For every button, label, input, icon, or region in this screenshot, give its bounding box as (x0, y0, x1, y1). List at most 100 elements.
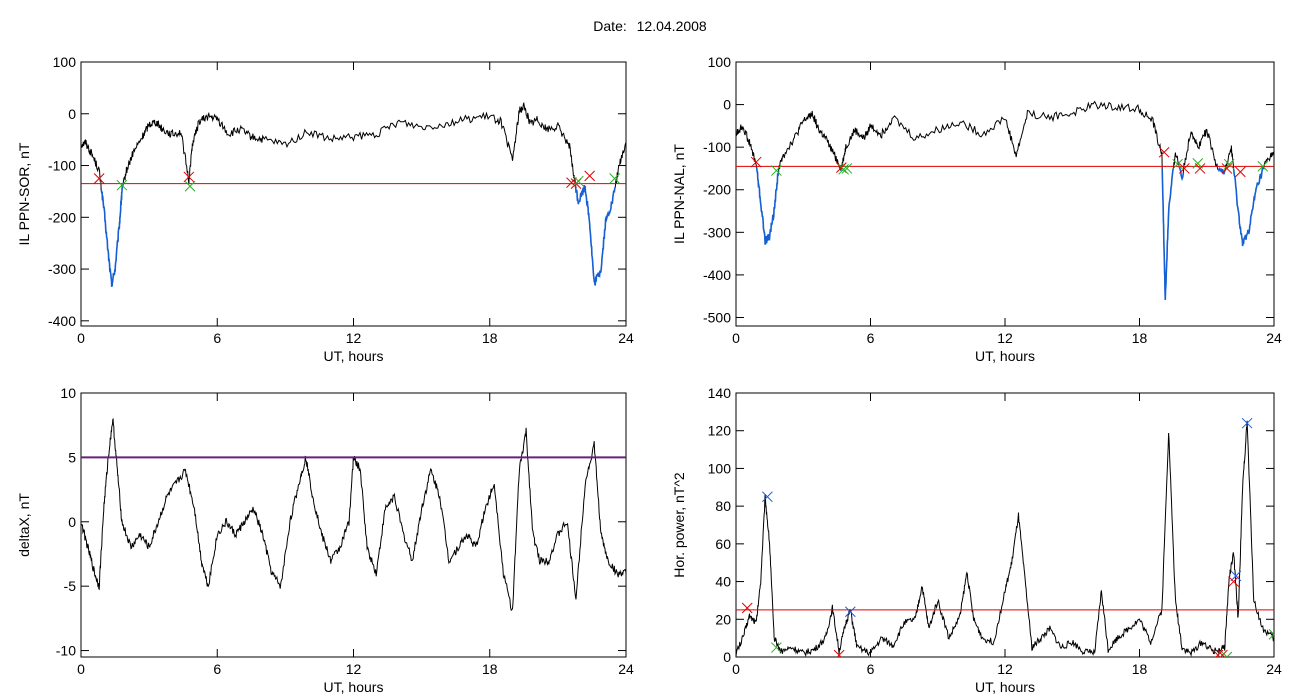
marker-red (93, 173, 105, 184)
y-tick-label: -10 (56, 643, 76, 659)
y-tick-label: -300 (703, 224, 731, 240)
y-tick-label: -200 (703, 182, 731, 198)
x-tick-label: 18 (1132, 661, 1148, 677)
series-line (81, 101, 626, 287)
marker-green (1268, 629, 1274, 640)
y-tick-label: 60 (715, 536, 731, 552)
x-axis-label: UT, hours (324, 679, 384, 695)
marker-green (609, 173, 620, 184)
date-value: 12.04.2008 (636, 18, 707, 34)
marker-green (838, 163, 849, 175)
marker-green (770, 642, 782, 653)
y-tick-label: 5 (68, 449, 76, 465)
below-threshold-segment (755, 166, 780, 245)
y-tick-label: 0 (68, 106, 76, 122)
marker-green (1223, 158, 1235, 170)
x-tick-label: 24 (618, 661, 634, 677)
y-tick-label: 100 (708, 460, 732, 476)
below-threshold-segment (574, 184, 617, 286)
data-layer (81, 418, 626, 612)
series-line (81, 418, 626, 612)
x-tick-label: 0 (77, 661, 85, 677)
data-layer (81, 101, 626, 287)
x-tick-label: 6 (213, 330, 221, 346)
page-title: Date: 12.04.2008 (0, 18, 1300, 34)
marker-red (566, 177, 577, 188)
x-axis-label: UT, hours (975, 679, 1035, 695)
plot-frame (80, 392, 627, 658)
marker-red (584, 170, 596, 182)
x-axis-label: UT, hours (324, 348, 384, 364)
x-axis-label: UT, hours (975, 348, 1035, 364)
marker-green (1172, 158, 1183, 170)
y-tick-label: -400 (48, 313, 76, 329)
x-tick-label: 12 (997, 330, 1013, 346)
data-layer (736, 100, 1274, 301)
y-tick-label: 0 (723, 97, 731, 113)
chart-panel-4: 0 6 12 18 24 0 20 40 60 80 100 120 140 UT, hours Hor. … (671, 385, 1282, 695)
y-axis-label: IL PPN-NAL, nT (671, 144, 687, 244)
below-threshold-segment (1217, 166, 1226, 175)
y-axis-label: IL PPN-SOR, nT (16, 142, 32, 245)
below-threshold-segment (1161, 168, 1174, 301)
chart-panel-1: 0 6 12 18 24 -400 -300 -200 -100 0 100 UT, hours IL … (16, 54, 634, 364)
y-tick-label: 40 (715, 574, 731, 590)
y-tick-label: 100 (53, 54, 77, 70)
series-line (736, 100, 1274, 301)
x-tick-label: 18 (1132, 330, 1148, 346)
x-tick-label: 0 (77, 330, 85, 346)
y-tick-label: 80 (715, 498, 731, 514)
y-axis-label: deltaX, nT (16, 493, 32, 557)
marker-red (1158, 146, 1170, 158)
marker-green (1221, 651, 1233, 657)
x-tick-label: 24 (618, 330, 634, 346)
plot-frame (735, 61, 1275, 327)
x-tick-label: 12 (346, 330, 362, 346)
y-tick-label: -200 (48, 209, 76, 225)
x-tick-label: 0 (732, 330, 740, 346)
x-tick-label: 12 (997, 661, 1013, 677)
marker-red (183, 171, 195, 183)
marker-blue (1230, 570, 1242, 582)
y-tick-label: -500 (703, 309, 731, 325)
y-tick-label: -5 (64, 578, 77, 594)
x-tick-label: 6 (867, 330, 875, 346)
marker-red (750, 156, 762, 168)
x-tick-label: 18 (482, 330, 498, 346)
marker-blue (762, 491, 773, 503)
marker-green (1257, 160, 1269, 172)
marker-blue (844, 606, 856, 618)
date-label: Date: (593, 18, 627, 34)
y-tick-label: 0 (723, 649, 731, 665)
x-tick-label: 0 (732, 661, 740, 677)
marker-red (1228, 576, 1240, 587)
y-tick-label: 120 (708, 423, 732, 439)
marker-green (841, 163, 853, 174)
data-layer (736, 417, 1274, 657)
marker-green (184, 180, 196, 192)
marker-red (1194, 163, 1206, 174)
marker-red (1217, 649, 1228, 657)
below-threshold-segment (1233, 165, 1265, 247)
y-tick-label: 10 (60, 385, 76, 401)
y-tick-label: -400 (703, 267, 731, 283)
marker-green (572, 175, 584, 187)
marker-red (1178, 163, 1190, 174)
chart-panel-2: 0 6 12 18 24 -500 -400 -300 -200 -100 0 100 UT, hour… (671, 54, 1282, 364)
x-tick-label: 12 (346, 661, 362, 677)
plot-frame (80, 61, 627, 327)
x-tick-label: 6 (867, 661, 875, 677)
marker-green (116, 179, 128, 191)
chart-panel-3: 0 6 12 18 24 -10 -5 0 5 10 UT, hours deltaX, nT (16, 385, 634, 695)
x-tick-label: 6 (213, 661, 221, 677)
marker-green (770, 165, 782, 176)
marker-blue (1241, 417, 1253, 429)
y-tick-label: 100 (708, 54, 732, 70)
y-tick-label: -100 (703, 139, 731, 155)
marker-red (1235, 166, 1246, 178)
x-tick-label: 18 (482, 661, 498, 677)
below-threshold-segment (100, 183, 124, 287)
series-line (736, 420, 1274, 657)
plot-frame (735, 392, 1275, 658)
